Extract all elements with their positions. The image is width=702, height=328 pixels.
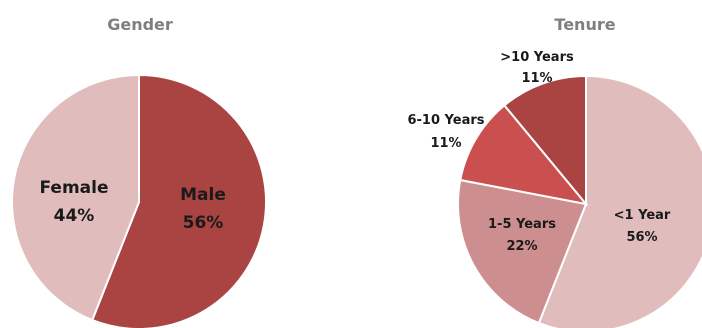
tenure-pie-chart: Tenure <1 Year 56% 1-5 Years 22% 6-10 Ye… — [407, 15, 702, 328]
gender-value-male: 56% — [183, 213, 224, 233]
gender-slices — [11, 73, 267, 328]
tenure-slice-10-years — [503, 74, 587, 207]
gender-pie-chart: Gender Male 56% Female 44% — [11, 15, 267, 328]
tenure-label-6-10: 6-10 Years — [407, 113, 484, 128]
tenure-chart-title: Tenure — [554, 15, 615, 34]
gender-slice-male — [90, 73, 267, 328]
gender-label-male: Male — [180, 185, 226, 205]
tenure-slice-6-10-years — [459, 103, 589, 206]
tenure-value-1-5: 22% — [506, 239, 537, 254]
tenure-slice-1-year — [537, 74, 702, 328]
tenure-value-6-10: 11% — [430, 136, 461, 151]
tenure-slices — [457, 74, 702, 328]
tenure-value-gt10: 11% — [521, 71, 552, 86]
tenure-slice-1-5-years — [457, 178, 588, 325]
tenure-label-1-5: 1-5 Years — [488, 217, 556, 232]
gender-slice-female — [11, 73, 140, 322]
gender-value-female: 44% — [54, 206, 95, 226]
tenure-label-lt1: <1 Year — [614, 208, 671, 223]
tenure-value-lt1: 56% — [626, 230, 657, 245]
gender-chart-title: Gender — [107, 15, 173, 34]
gender-label-female: Female — [40, 178, 109, 198]
tenure-label-gt10: >10 Years — [500, 50, 574, 65]
